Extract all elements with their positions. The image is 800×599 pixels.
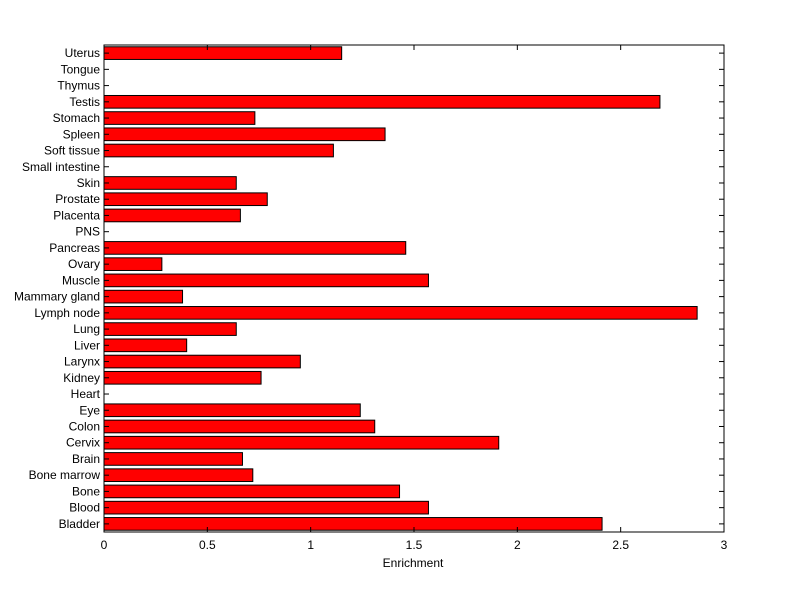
- x-tick-label: 1: [307, 538, 314, 552]
- x-tick-label: 0: [101, 538, 108, 552]
- y-tick-label: Bone marrow: [29, 468, 101, 482]
- x-tick-label: 2.5: [612, 538, 629, 552]
- bar-blood: [103, 500, 429, 515]
- x-tick-label: 2: [514, 538, 521, 552]
- y-tick-label: Soft tissue: [44, 144, 100, 158]
- bar-testis: [103, 94, 661, 109]
- y-tick-label: Lymph node: [34, 306, 100, 320]
- y-tick-label: Placenta: [53, 208, 100, 222]
- y-tick-label: Small intestine: [22, 160, 100, 174]
- y-tick-label: Blood: [69, 501, 100, 515]
- y-tick-label: Liver: [74, 338, 100, 352]
- bar-bone: [103, 484, 401, 499]
- y-tick-label: PNS: [75, 225, 100, 239]
- bar-prostate: [103, 192, 268, 207]
- bar-colon: [103, 419, 376, 434]
- bar-bladder: [103, 517, 603, 531]
- y-tick-label: Larynx: [64, 355, 100, 369]
- bar-liver: [103, 338, 188, 353]
- y-tick-label: Uterus: [65, 46, 100, 60]
- plot-frame: [103, 44, 725, 533]
- y-tick-label: Ovary: [68, 257, 100, 271]
- bar-lymph-node: [103, 306, 698, 320]
- y-tick-label: Pancreas: [49, 241, 100, 255]
- y-tick-label: Stomach: [53, 111, 100, 125]
- x-tick-label: 3: [721, 538, 728, 552]
- ticks-group: [103, 45, 725, 532]
- y-tick-label: Eye: [79, 403, 100, 417]
- y-tick-label: Thymus: [57, 79, 100, 93]
- bar-spleen: [103, 127, 386, 142]
- bar-placenta: [103, 208, 241, 223]
- bar-stomach: [103, 111, 256, 125]
- bar-skin: [103, 176, 237, 190]
- x-tick-label: 1.5: [406, 538, 423, 552]
- bar-brain: [103, 452, 243, 466]
- labels-group: Bladder Blood Bone Bone marrow Brain Cervix Co…: [14, 46, 728, 552]
- y-tick-label: Heart: [71, 387, 101, 401]
- y-tick-label: Kidney: [63, 371, 100, 385]
- bar-mammary-gland: [103, 289, 184, 304]
- y-tick-label: Lung: [73, 322, 100, 336]
- bar-pancreas: [103, 241, 407, 255]
- y-tick-label: Colon: [69, 419, 100, 433]
- y-tick-label: Tongue: [61, 62, 101, 76]
- bar-eye: [103, 403, 361, 418]
- plot-background: [104, 45, 724, 532]
- x-axis-label: Enrichment: [383, 556, 444, 570]
- y-tick-label: Bone: [72, 484, 100, 498]
- y-tick-label: Cervix: [66, 436, 100, 450]
- y-tick-label: Spleen: [63, 127, 100, 141]
- bar-kidney: [103, 370, 262, 385]
- x-tick-label: 0.5: [199, 538, 216, 552]
- bar-uterus: [103, 46, 343, 60]
- y-tick-label: Mammary gland: [14, 290, 100, 304]
- bar-muscle: [103, 273, 429, 288]
- y-tick-label: Skin: [77, 176, 100, 190]
- y-tick-label: Muscle: [62, 273, 100, 287]
- bar-cervix: [103, 435, 500, 450]
- bar-bone-marrow: [103, 468, 254, 483]
- y-tick-label: Testis: [69, 95, 100, 109]
- bar-larynx: [103, 354, 301, 369]
- bar-lung: [103, 322, 237, 336]
- bar-soft-tissue: [103, 143, 334, 158]
- y-tick-label: Brain: [72, 452, 100, 466]
- bar-ovary: [103, 257, 163, 271]
- y-tick-label: Prostate: [55, 192, 100, 206]
- y-tick-label: Bladder: [59, 517, 100, 531]
